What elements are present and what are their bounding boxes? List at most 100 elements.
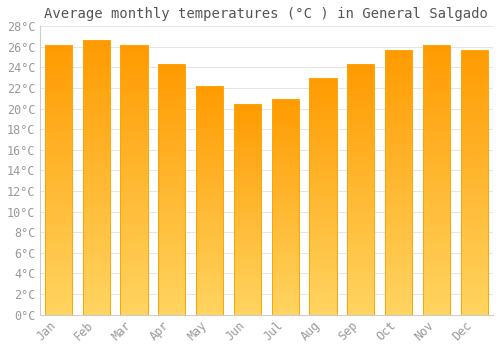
Bar xyxy=(234,183,261,185)
Bar xyxy=(272,269,299,272)
Bar xyxy=(158,118,186,121)
Bar xyxy=(385,159,412,162)
Bar xyxy=(423,82,450,85)
Bar xyxy=(272,285,299,288)
Bar xyxy=(196,143,224,146)
Bar xyxy=(385,162,412,166)
Bar xyxy=(234,104,261,106)
Bar xyxy=(385,265,412,268)
Bar xyxy=(45,261,72,264)
Bar xyxy=(120,78,148,82)
Bar xyxy=(310,244,336,246)
Bar xyxy=(158,230,186,233)
Bar xyxy=(158,202,186,205)
Bar xyxy=(385,238,412,242)
Bar xyxy=(385,50,412,53)
Bar xyxy=(385,288,412,292)
Bar xyxy=(423,65,450,68)
Bar xyxy=(234,177,261,180)
Bar xyxy=(310,261,336,264)
Bar xyxy=(272,169,299,172)
Bar xyxy=(423,284,450,288)
Bar xyxy=(196,312,224,315)
Bar xyxy=(310,161,336,163)
Bar xyxy=(45,65,72,68)
Bar xyxy=(423,291,450,294)
Bar xyxy=(385,142,412,146)
Bar xyxy=(385,100,412,103)
Bar xyxy=(234,246,261,248)
Bar xyxy=(460,212,488,215)
Bar xyxy=(45,102,72,105)
Bar xyxy=(234,180,261,183)
Bar xyxy=(423,230,450,234)
Bar xyxy=(196,234,224,237)
Bar xyxy=(234,270,261,272)
Bar xyxy=(82,160,110,163)
Bar xyxy=(158,164,186,168)
Bar xyxy=(423,99,450,102)
Bar xyxy=(423,206,450,210)
Bar xyxy=(460,93,488,96)
Bar xyxy=(460,238,488,242)
Bar xyxy=(423,214,450,217)
Bar xyxy=(158,224,186,227)
Bar xyxy=(234,278,261,280)
Bar xyxy=(385,53,412,57)
Bar xyxy=(347,283,374,286)
Bar xyxy=(385,136,412,139)
Bar xyxy=(196,155,224,158)
Bar xyxy=(82,163,110,167)
Bar xyxy=(120,203,148,206)
Bar xyxy=(82,174,110,177)
Bar xyxy=(82,181,110,184)
Bar xyxy=(347,71,374,74)
Bar xyxy=(272,309,299,312)
Bar xyxy=(196,283,224,286)
Bar xyxy=(196,203,224,206)
Bar xyxy=(120,160,148,163)
Bar xyxy=(45,109,72,112)
Bar xyxy=(196,217,224,220)
Bar xyxy=(385,232,412,235)
Bar xyxy=(120,149,148,153)
Bar xyxy=(385,212,412,215)
Bar xyxy=(120,122,148,126)
Bar xyxy=(385,130,412,133)
Bar xyxy=(347,99,374,102)
Bar xyxy=(82,126,110,129)
Bar xyxy=(234,259,261,262)
Bar xyxy=(120,129,148,133)
Bar xyxy=(196,286,224,289)
Bar xyxy=(158,283,186,286)
Bar xyxy=(82,184,110,188)
Bar xyxy=(234,193,261,196)
Bar xyxy=(45,288,72,291)
Bar xyxy=(460,292,488,295)
Bar xyxy=(310,84,336,87)
Bar xyxy=(347,152,374,155)
Bar xyxy=(272,226,299,229)
Bar xyxy=(347,239,374,243)
Bar xyxy=(460,172,488,176)
Bar xyxy=(347,127,374,130)
Bar xyxy=(423,96,450,99)
Bar xyxy=(234,106,261,109)
Bar xyxy=(460,192,488,196)
Bar xyxy=(158,289,186,293)
Bar xyxy=(196,306,224,309)
Bar xyxy=(196,169,224,172)
Bar xyxy=(460,76,488,80)
Bar xyxy=(158,227,186,230)
Bar xyxy=(158,114,186,118)
Bar xyxy=(423,75,450,78)
Bar xyxy=(385,196,412,199)
Bar xyxy=(460,202,488,205)
Bar xyxy=(82,40,110,315)
Bar xyxy=(234,238,261,241)
Bar xyxy=(234,117,261,119)
Bar xyxy=(45,311,72,315)
Bar xyxy=(347,302,374,305)
Bar xyxy=(460,301,488,304)
Bar xyxy=(423,251,450,254)
